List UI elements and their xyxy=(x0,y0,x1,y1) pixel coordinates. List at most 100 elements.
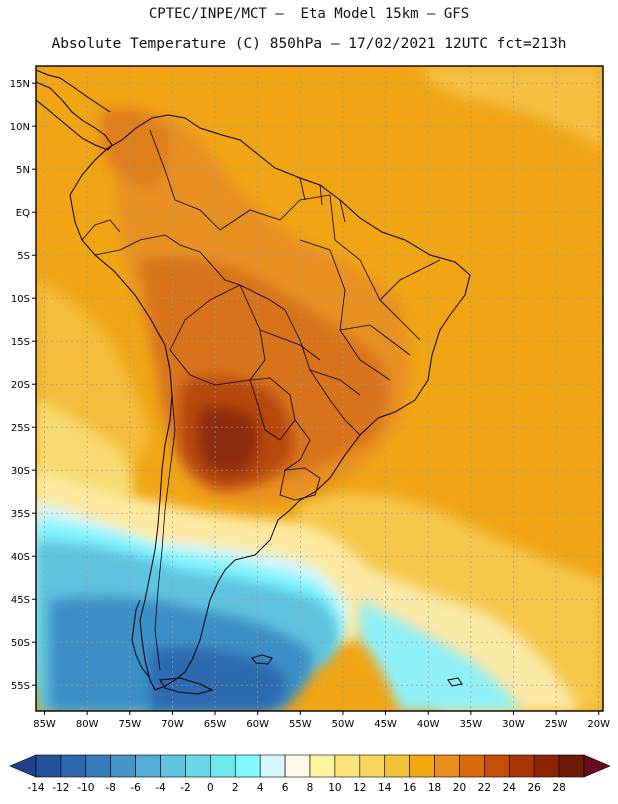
lon-tick-label: 65W xyxy=(204,719,227,730)
lat-tick-label: 15S xyxy=(11,337,30,348)
border-guianas xyxy=(299,177,346,223)
colorbar-segment xyxy=(459,754,485,778)
colorbar-left-end xyxy=(9,754,37,778)
lat-tick-label: 40S xyxy=(11,552,30,563)
border-colombia-venezuela xyxy=(149,129,221,231)
colorbar-label: -6 xyxy=(130,782,141,794)
lat-tick-label: 45S xyxy=(11,595,30,606)
border-bolivia xyxy=(169,284,266,386)
longitude-axis: 85W 80W 75W 70W 65W 60W 55W 50W 45W 40W 35W 30W 25W 2… xyxy=(33,711,610,730)
colorbar-segment xyxy=(135,754,161,778)
colorbar-segment xyxy=(210,754,236,778)
border-chile-argentina xyxy=(154,394,176,671)
lon-tick-label: 25W xyxy=(545,719,568,730)
colorbar-segment xyxy=(484,754,510,778)
colorbar-right-end xyxy=(583,754,611,778)
colorbar-label: 4 xyxy=(257,782,264,794)
south-america-coast xyxy=(69,114,471,691)
border-colombia-peru xyxy=(94,234,201,256)
lon-tick-label: 80W xyxy=(76,719,99,730)
colorbar-label: 14 xyxy=(378,782,392,794)
caribbean-coast xyxy=(36,69,111,113)
title-line-2: Absolute Temperature (C) 850hPa – 17/02/… xyxy=(51,36,567,52)
lat-tick-label: 5S xyxy=(17,251,30,262)
colorbar-segment xyxy=(185,754,211,778)
lat-tick-label: 10N xyxy=(10,122,30,133)
colorbar-label: 28 xyxy=(552,782,565,794)
colorbar-segment xyxy=(384,754,410,778)
field-cold-core xyxy=(150,647,287,711)
colorbar-segment xyxy=(160,754,186,778)
lon-tick-label: 85W xyxy=(33,719,56,730)
border-paraguay xyxy=(249,377,296,441)
colorbar-label: 12 xyxy=(353,782,366,794)
map-frame xyxy=(35,65,604,712)
lat-tick-label: 55S xyxy=(11,681,30,692)
colorbar-segment xyxy=(35,754,62,778)
central-america-coast xyxy=(36,81,113,151)
colorbar-label: 16 xyxy=(403,782,417,794)
border-brazil-states xyxy=(259,194,441,436)
south-georgia xyxy=(447,677,463,687)
colorbar-segment xyxy=(60,754,87,778)
colorbar-segment xyxy=(558,754,585,778)
lon-tick-label: 70W xyxy=(161,719,184,730)
lat-tick-label: 10S xyxy=(11,294,30,305)
colorbar-label: -2 xyxy=(180,782,190,794)
chile-islands xyxy=(131,599,151,679)
lat-tick-label: 50S xyxy=(11,638,30,649)
coastlines xyxy=(36,69,471,695)
colorbar-label: 26 xyxy=(527,782,541,794)
lon-tick-label: 55W xyxy=(289,719,312,730)
colorbar-segment xyxy=(434,754,460,778)
lon-tick-label: 75W xyxy=(118,719,141,730)
lat-tick-label: 35S xyxy=(11,509,30,520)
colorbar-segment xyxy=(284,754,311,778)
lat-tick-label: 30S xyxy=(11,466,30,477)
country-borders xyxy=(81,129,441,671)
colorbar-label: -4 xyxy=(155,782,166,794)
latitude-axis: 15N 10N 5N EQ 5S 10S 15S 20S 25S 30S 35S 40S 45S 50S 5… xyxy=(10,79,36,692)
colorbar-label: -12 xyxy=(52,782,69,794)
field-south-atlantic-pale xyxy=(350,560,580,711)
colorbar-segment xyxy=(309,754,336,778)
lon-tick-label: 40W xyxy=(417,719,440,730)
colorbar-segment xyxy=(234,754,261,778)
border-brazil-north xyxy=(219,194,331,231)
lon-tick-label: 20W xyxy=(587,719,610,730)
field-hot-center xyxy=(198,406,259,474)
temperature-field xyxy=(36,66,603,711)
colorbar-segment xyxy=(259,754,286,778)
border-argentina-brazil xyxy=(284,419,311,471)
colorbar-label: 24 xyxy=(503,782,517,794)
colorbar-label: 0 xyxy=(207,782,214,794)
falklands xyxy=(251,654,273,665)
tierra-del-fuego xyxy=(159,677,214,695)
colorbar-label: -10 xyxy=(77,782,94,794)
border-uruguay xyxy=(279,467,321,501)
field-ne-light xyxy=(420,66,603,150)
border-ecuador xyxy=(81,219,121,241)
colorbar-label: 8 xyxy=(307,782,314,794)
lat-tick-label: 5N xyxy=(16,165,30,176)
colorbar-label: 20 xyxy=(453,782,466,794)
colorbar-label: 2 xyxy=(232,782,239,794)
colorbar-label: 10 xyxy=(328,782,341,794)
colorbar-segment xyxy=(110,754,136,778)
colorbar-label: 22 xyxy=(478,782,491,794)
lat-tick-label: EQ xyxy=(16,208,30,219)
lat-tick-label: 25S xyxy=(11,423,30,434)
lon-tick-label: 60W xyxy=(246,719,269,730)
lon-tick-label: 30W xyxy=(502,719,525,730)
colorbar-label: -8 xyxy=(105,782,115,794)
lon-tick-label: 50W xyxy=(332,719,355,730)
lon-tick-label: 45W xyxy=(374,719,397,730)
colorbar-segment xyxy=(409,754,435,778)
colorbar-label: 18 xyxy=(428,782,441,794)
lon-tick-label: 35W xyxy=(460,719,483,730)
lat-tick-label: 15N xyxy=(10,79,30,90)
lat-tick-label: 20S xyxy=(11,380,30,391)
colorbar-label: -14 xyxy=(27,782,44,794)
